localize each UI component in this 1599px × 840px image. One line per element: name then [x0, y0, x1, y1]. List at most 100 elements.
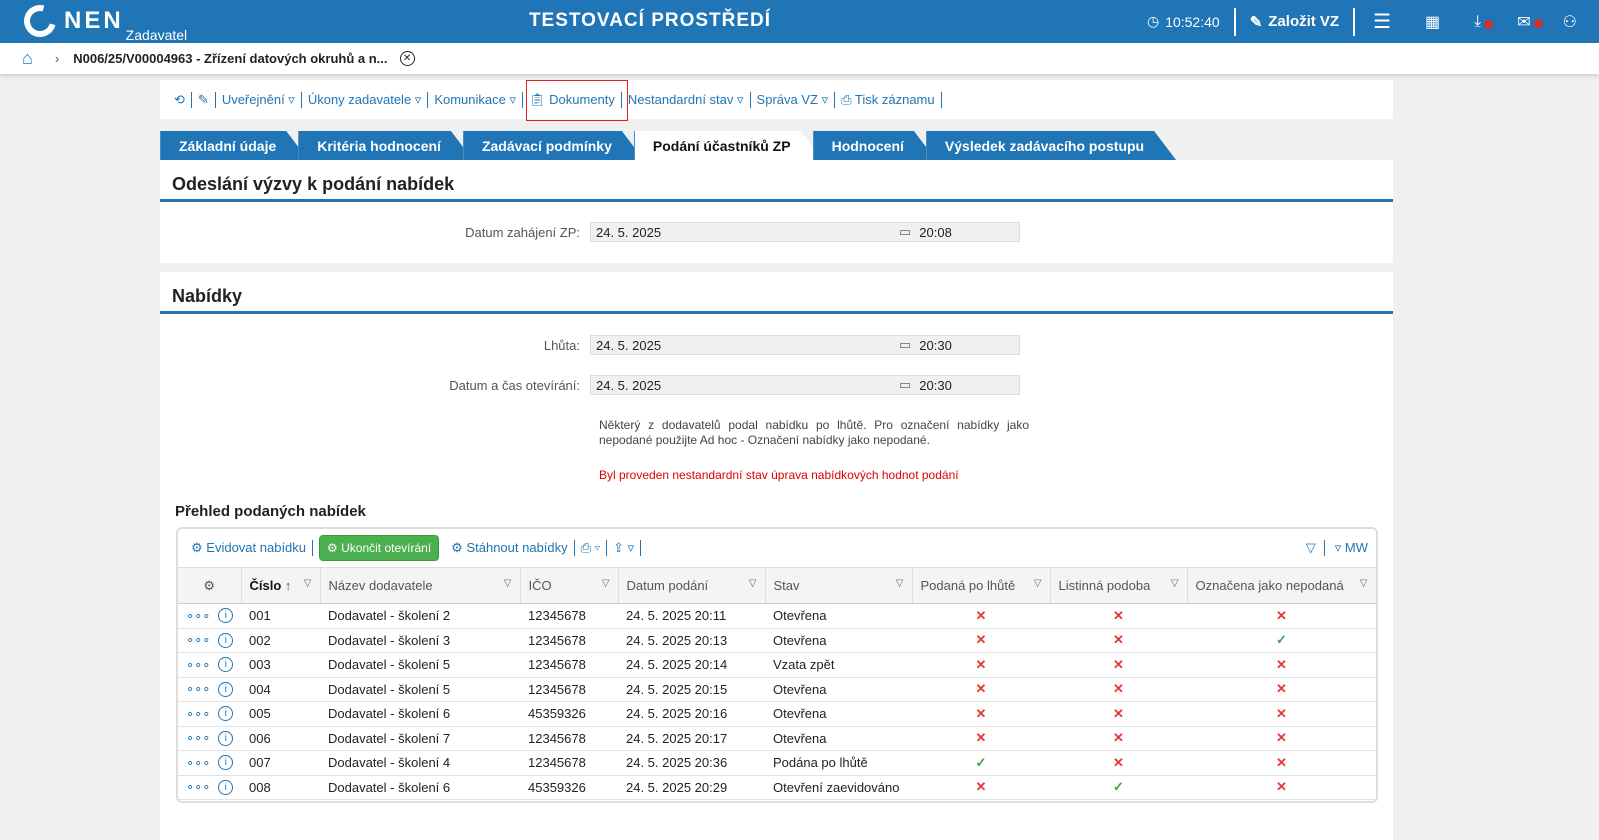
check-icon: ✓	[1276, 632, 1287, 648]
cell: Otevřena	[765, 726, 912, 751]
opening-field[interactable]: 24. 5. 2025 ▭ 20:30	[590, 375, 1020, 395]
cell: 24. 5. 2025 20:36	[618, 750, 765, 776]
more-icon[interactable]: ∘∘∘	[186, 607, 211, 623]
calendar-icon[interactable]: ▭	[899, 337, 912, 352]
flag-cell: ✕	[912, 726, 1050, 751]
tab-result[interactable]: Výsledek zadávacího postupu	[926, 131, 1176, 160]
info-icon[interactable]: i	[218, 706, 233, 722]
finish-opening-button[interactable]: ⚙ Ukončit otevírání	[319, 535, 440, 561]
toolbar-vz-management[interactable]: Správa VZ ▿	[751, 91, 836, 108]
flag-cell: ✓	[1187, 628, 1376, 653]
info-icon[interactable]: i	[218, 632, 233, 648]
mail-icon[interactable]: ✉	[1499, 12, 1548, 32]
start-date-field[interactable]: 24. 5. 2025 ▭ 20:08	[590, 222, 1020, 242]
table-row[interactable]: ∘∘∘ i 001 Dodavatel - školení 2 12345678 24. …	[178, 603, 1376, 629]
more-icon[interactable]: ∘∘∘	[186, 705, 211, 721]
tab-submissions[interactable]: Podání účastníků ZP	[634, 131, 823, 160]
table-row[interactable]: ∘∘∘ i 005 Dodavatel - školení 6 45359326 24. …	[178, 701, 1376, 727]
toolbar-nonstandard-state[interactable]: Nestandardní stav ▿	[622, 91, 751, 108]
nonstandard-warning: Byl proveden nestandardní stav úprava na…	[599, 468, 959, 482]
calendar-icon[interactable]: ▭	[899, 377, 912, 392]
filter-icon[interactable]: ▽	[1306, 540, 1325, 556]
more-icon[interactable]: ∘∘∘	[186, 632, 211, 648]
info-icon[interactable]: i	[218, 657, 233, 673]
start-date-row: Datum zahájení ZP: 24. 5. 2025 ▭ 20:08	[160, 222, 1020, 242]
filter-icon[interactable]: ▽	[748, 578, 757, 589]
close-icon[interactable]: ✕	[399, 51, 415, 66]
info-icon[interactable]: i	[218, 681, 233, 697]
table-row[interactable]: ∘∘∘ i 003 Dodavatel - školení 5 12345678 24. …	[178, 652, 1376, 678]
more-icon[interactable]: ∘∘∘	[186, 754, 211, 770]
sort-asc-icon[interactable]: ↑	[281, 578, 292, 593]
table-row[interactable]: ∘∘∘ i 007 Dodavatel - školení 4 12345678 24. …	[178, 750, 1376, 776]
column-header[interactable]: IČO ▽	[520, 567, 619, 604]
info-icon[interactable]: i	[218, 730, 233, 746]
breadcrumb-title[interactable]: N006/25/V00004963 - Zřízení datových okr…	[73, 51, 388, 66]
clock-icon: ◷	[1146, 13, 1160, 29]
toolbar-actions[interactable]: Úkony zadavatele ▿	[302, 91, 429, 108]
info-icon[interactable]: i	[218, 608, 233, 624]
row-actions: ∘∘∘ i	[178, 750, 241, 776]
toolbar-documents[interactable]: 📋︎ Dokumenty	[523, 91, 622, 108]
filter-icon[interactable]: ▽	[601, 578, 610, 589]
filter-icon[interactable]: ▽	[895, 578, 904, 589]
cross-icon: ✕	[975, 656, 987, 672]
date-value: 24. 5. 2025	[596, 377, 662, 393]
column-header[interactable]: Číslo ↑ ▽	[241, 567, 321, 604]
create-vz-button[interactable]: ✎ Založit VZ	[1249, 13, 1340, 31]
more-icon[interactable]: ∘∘∘	[186, 779, 211, 795]
refresh-icon[interactable]: ⟲	[168, 91, 192, 108]
column-header[interactable]: Listinná podoba ▽	[1050, 567, 1188, 604]
tab-basic-info[interactable]: Základní údaje	[160, 131, 308, 160]
nen-logo[interactable]: NEN Zadavatel	[18, 0, 187, 43]
info-icon[interactable]: i	[218, 779, 233, 795]
cross-icon: ✕	[1113, 656, 1124, 672]
export-menu[interactable]: ⇪ ▿	[607, 540, 642, 556]
session-timer: ◷ 10:52:40	[1146, 13, 1220, 30]
cell: 24. 5. 2025 20:15	[618, 677, 765, 702]
tab-criteria[interactable]: Kritéria hodnocení	[298, 131, 473, 160]
table-row[interactable]: ∘∘∘ i 004 Dodavatel - školení 5 12345678 24. …	[178, 677, 1376, 702]
column-header[interactable]: Datum podání ▽	[618, 567, 766, 604]
filter-icon[interactable]: ▽	[503, 578, 512, 589]
filter-icon[interactable]: ▽	[1033, 578, 1042, 589]
user-icon[interactable]: ⚇	[1562, 13, 1577, 31]
filter-icon[interactable]: ▽	[303, 578, 312, 589]
download-offers-button[interactable]: ⚙ Stáhnout nabídky	[445, 540, 575, 556]
table-row[interactable]: ∘∘∘ i 008 Dodavatel - školení 6 45359326 24. …	[178, 775, 1376, 800]
cross-icon: ✕	[975, 779, 987, 795]
more-icon[interactable]: ∘∘∘	[186, 656, 211, 672]
toolbar-publish[interactable]: Uveřejnění ▿	[216, 91, 302, 108]
cell: 004	[241, 677, 320, 702]
filter-icon[interactable]: ▽	[1170, 578, 1179, 589]
check-icon: ✓	[975, 754, 987, 770]
more-icon[interactable]: ∘∘∘	[186, 681, 211, 697]
mw-menu[interactable]: ▿ MW	[1334, 540, 1368, 555]
info-icon[interactable]: i	[218, 755, 233, 771]
calendar-icon[interactable]: ▭	[899, 224, 912, 239]
download-icon[interactable]: ⤓	[1456, 13, 1499, 31]
pencil-icon[interactable]: ✎	[192, 91, 216, 108]
table-row[interactable]: ∘∘∘ i 006 Dodavatel - školení 7 12345678 24. …	[178, 726, 1376, 751]
register-offer-button[interactable]: ⚙ Evidovat nabídku	[185, 540, 314, 556]
more-icon[interactable]: ∘∘∘	[186, 730, 211, 746]
table-row[interactable]: ∘∘∘ i 002 Dodavatel - školení 3 12345678 24. …	[178, 628, 1376, 653]
print-menu[interactable]: ⎙ ▿	[575, 540, 608, 556]
column-header[interactable]: Podaná po lhůtě ▽	[912, 567, 1051, 604]
cell: 12345678	[520, 677, 618, 702]
toolbar-print-record[interactable]: ⎙ Tisk záznamu	[835, 91, 942, 108]
menu-icon[interactable]: ☰	[1373, 11, 1392, 33]
cell: Otevřena	[765, 701, 912, 727]
deadline-field[interactable]: 24. 5. 2025 ▭ 20:30	[590, 335, 1020, 355]
column-header[interactable]: Název dodavatele ▽	[320, 567, 521, 604]
tab-conditions[interactable]: Zadávací podmínky	[463, 131, 644, 160]
column-header[interactable]: Stav ▽	[765, 567, 913, 604]
column-header[interactable]: Označena jako nepodaná ▽	[1187, 567, 1377, 604]
filter-icon[interactable]: ▽	[1359, 578, 1368, 589]
column-settings-icon[interactable]: ⚙	[178, 567, 242, 604]
home-icon[interactable]: ⌂	[22, 48, 33, 68]
clipboard-icon: 📋︎	[529, 91, 546, 107]
calendar-icon[interactable]: ▦	[1425, 13, 1441, 31]
toolbar-communication[interactable]: Komunikace ▿	[428, 91, 523, 108]
tab-evaluation[interactable]: Hodnocení	[813, 131, 936, 160]
